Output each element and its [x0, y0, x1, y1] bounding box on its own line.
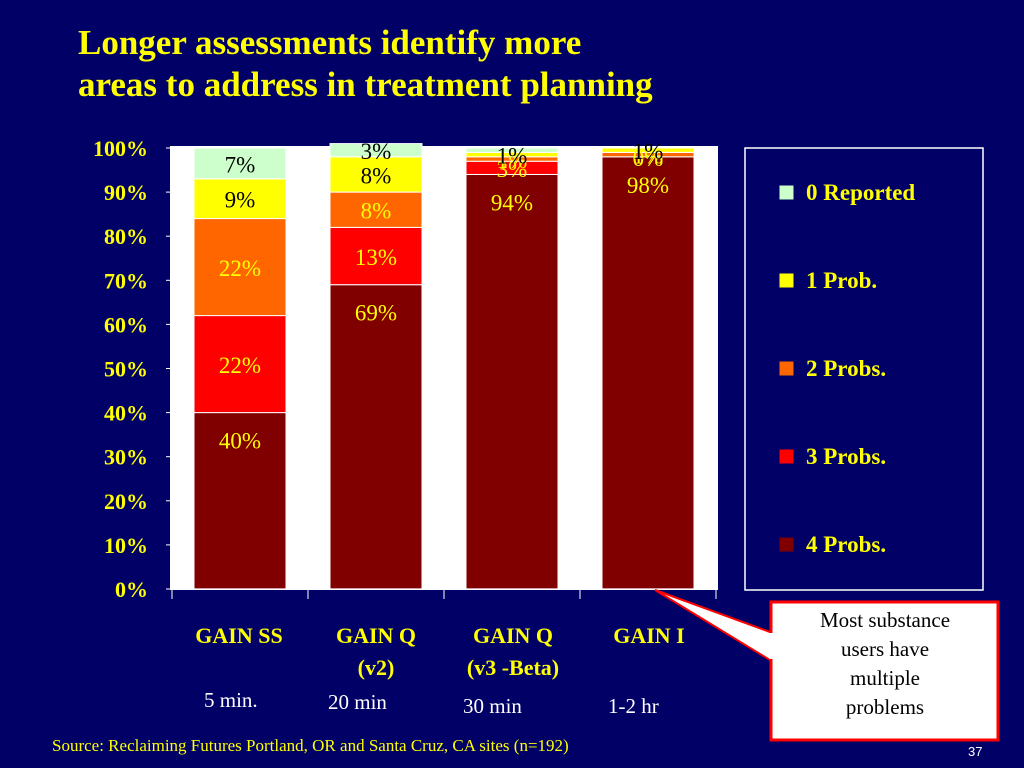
bar-1-prob-gain-i [601, 147, 695, 153]
y-tick-label: 100% [93, 136, 148, 161]
data-label-2-probs-gain-q-v3-beta: 1% [497, 148, 528, 173]
category-label-line: (v2) [357, 655, 395, 680]
category-label-line: GAIN SS [195, 623, 283, 648]
data-label-1-prob-gain-ss: 9% [225, 188, 256, 213]
data-label-1-prob-gain-q-v2: 8% [361, 163, 392, 188]
bar-2-probs-gain-ss [193, 218, 287, 317]
y-tick-label: 30% [104, 445, 148, 470]
y-tick-label: 80% [104, 224, 148, 249]
data-label-4-probs-gain-q-v2: 69% [355, 301, 397, 326]
category-label-gain-q-v3: GAIN Q (v3 -Beta) [443, 620, 583, 684]
y-tick-label: 90% [104, 180, 148, 205]
data-label-2-probs-gain-i: 1% [633, 144, 664, 169]
legend-swatch-2-probs [778, 360, 795, 377]
legend-label-2-probs: 2 Probs. [806, 356, 886, 381]
data-label-4-probs-gain-i: 98% [627, 173, 669, 198]
legend-swatch-3-probs [778, 448, 795, 465]
data-label-4-probs-gain-ss: 40% [219, 429, 261, 454]
data-label-3-probs-gain-q-v2: 13% [355, 245, 397, 270]
y-tick-label: 60% [104, 312, 148, 337]
callout-text: Most substance users have multiple probl… [776, 606, 994, 722]
category-label-gain-q-v2: GAIN Q (v2) [306, 620, 446, 684]
legend-swatch-4-probs [778, 536, 795, 553]
y-tick-label: 50% [104, 357, 148, 382]
bar-0-reported-gain-ss [193, 147, 287, 180]
duration-label-gain-i: 1-2 hr [608, 694, 659, 718]
callout-line-3: multiple [850, 666, 920, 690]
y-tick-label: 0% [115, 577, 148, 602]
duration-label-gain-q-v3: 30 min [463, 694, 522, 718]
legend-label-3-probs: 3 Probs. [806, 444, 886, 469]
bar-0-reported-gain-q-v3-beta [465, 147, 559, 153]
data-label-3-probs-gain-ss: 22% [219, 353, 261, 378]
data-labels-group: 40%22%22%9%7%69%13%8%8%3%94%3%1%1%98%0%1… [219, 139, 669, 453]
legend-label-1-prob: 1 Prob. [806, 268, 877, 293]
legend-swatch-1-prob [778, 272, 795, 289]
legend-label-4-probs: 4 Probs. [806, 532, 886, 557]
bar-3-probs-gain-q-v2 [329, 226, 423, 286]
legend-label-0-reported: 0 Reported [806, 180, 915, 205]
category-label-line: GAIN Q [335, 623, 417, 648]
data-label-0-reported-gain-q-v2: 3% [361, 139, 392, 164]
category-label-line: (v3 -Beta) [466, 655, 560, 680]
data-label-0-reported-gain-ss: 7% [225, 152, 256, 177]
slide-title-line-1: Longer assessments identify more [78, 23, 582, 62]
bar-4-probs-gain-i [601, 156, 695, 590]
bar-1-prob-gain-ss [193, 178, 287, 220]
y-tick-label: 10% [104, 533, 148, 558]
y-tick-label: 40% [104, 401, 148, 426]
data-label-3-probs-gain-q-v3-beta: 3% [497, 157, 528, 182]
duration-label-gain-q-v2: 20 min [328, 690, 387, 714]
callout-box [769, 600, 1000, 742]
bar-2-probs-gain-q-v2 [329, 191, 423, 228]
callout-line-2: users have [840, 637, 930, 661]
data-label-3-probs-gain-i: 0% [633, 146, 664, 171]
axes-group: 0% 10% 20% 30% 40% 50% 60% 70% 80% 90% 100% [93, 136, 717, 602]
callout-line-1: Most substance [819, 608, 951, 632]
bars-group [193, 143, 695, 590]
data-label-2-probs-gain-ss: 22% [219, 256, 261, 281]
bar-0-reported-gain-q-v2 [329, 143, 423, 158]
slide-title-line-2: areas to address in treatment planning [78, 65, 653, 104]
data-label-1-prob-gain-q-v3-beta: 1% [497, 144, 528, 169]
bar-1-prob-gain-q-v2 [329, 156, 423, 193]
legend-swatch-0-reported [778, 184, 795, 201]
y-tick-label: 70% [104, 268, 148, 293]
category-label-gain-ss: GAIN SS [169, 620, 309, 652]
category-label-line: GAIN I [613, 623, 685, 648]
category-label-gain-i: GAIN I [579, 620, 719, 652]
callout-line-4: problems [845, 695, 925, 719]
duration-label-gain-ss: 5 min. [204, 688, 258, 712]
legend-group: 0 Reported 1 Prob. 2 Probs. 3 Probs. 4 Probs… [778, 180, 915, 557]
data-label-1-prob-gain-i: 1% [633, 139, 664, 164]
page-number: 37 [968, 744, 983, 759]
data-label-2-probs-gain-q-v2: 8% [361, 199, 392, 224]
slide-title: Longer assessments identify more areas t… [78, 22, 653, 106]
y-tick-label: 20% [104, 489, 148, 514]
bar-4-probs-gain-q-v3-beta [465, 173, 559, 590]
category-label-line: GAIN Q [472, 623, 554, 648]
bar-3-probs-gain-ss [193, 315, 287, 414]
data-label-4-probs-gain-q-v3-beta: 94% [491, 190, 533, 215]
source-note: Source: Reclaiming Futures Portland, OR … [52, 736, 569, 755]
bar-4-probs-gain-q-v2 [329, 284, 423, 590]
